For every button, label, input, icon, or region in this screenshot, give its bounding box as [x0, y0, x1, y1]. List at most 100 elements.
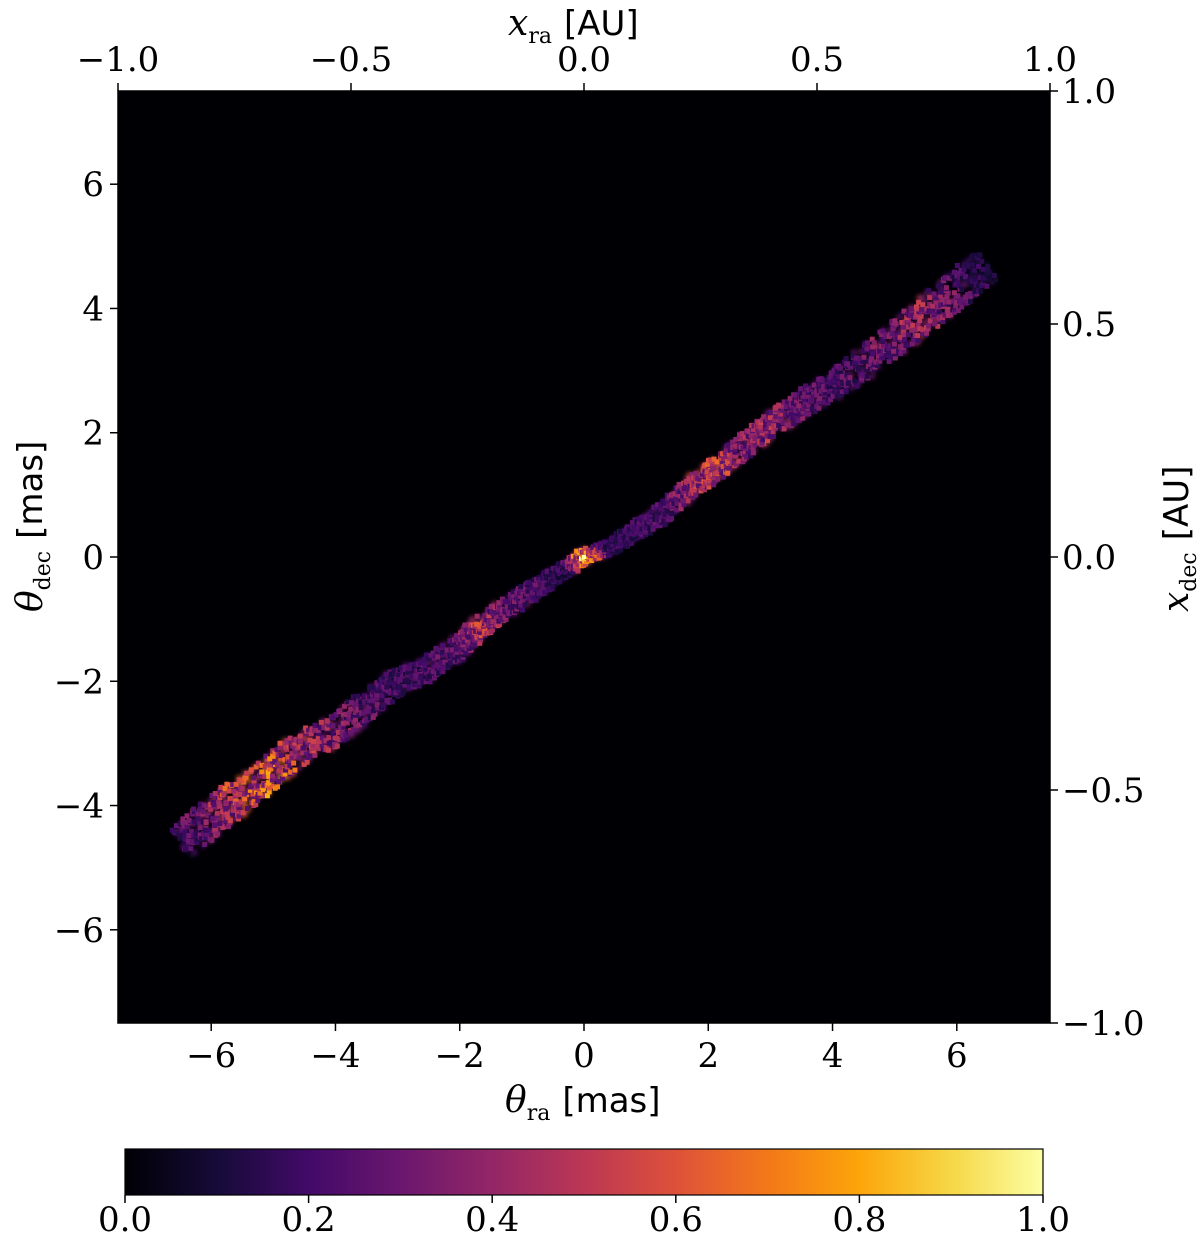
trail-pixel	[889, 331, 895, 337]
trail-pixel	[688, 491, 694, 497]
trail-pixel	[791, 421, 797, 427]
trail-pixel	[974, 255, 980, 261]
trail-pixel	[224, 799, 230, 805]
trail-pixel	[269, 783, 275, 789]
trail-pixel	[955, 278, 961, 284]
trail-pixel	[920, 331, 926, 337]
trail-pixel	[388, 671, 394, 677]
trail-pixel	[311, 738, 317, 744]
trail-pixel	[197, 801, 203, 807]
trail-pixel	[884, 332, 890, 338]
trail-pixel	[301, 745, 307, 751]
trail-pixel	[454, 632, 460, 638]
trail-pixel	[218, 784, 224, 790]
trail-pixel	[797, 417, 803, 423]
trail-pixel	[822, 387, 828, 393]
trail-pixel	[710, 474, 716, 480]
trail-pixel	[551, 565, 557, 571]
trail-pixel	[188, 846, 194, 852]
trail-pixel	[676, 481, 682, 487]
trail-pixel	[188, 828, 194, 834]
trail-pixel	[776, 402, 782, 408]
trail-pixel	[518, 593, 524, 599]
trail-pixel	[809, 406, 815, 412]
trail-pixel	[721, 455, 727, 461]
trail-pixel	[242, 791, 248, 797]
trail-pixel	[759, 440, 765, 446]
trail-pixel	[486, 613, 492, 619]
x-top-label-sub: ra	[528, 24, 552, 49]
trail-pixel	[892, 318, 898, 324]
trail-pixel	[844, 361, 850, 367]
trail-pixel	[460, 631, 466, 637]
trail-pixel	[736, 438, 742, 444]
trail-pixel	[381, 684, 387, 690]
trail-pixel	[230, 807, 236, 813]
trail-pixel	[506, 607, 512, 613]
trail-pixel	[959, 304, 965, 310]
trail-pixel	[814, 388, 820, 394]
trail-pixel	[353, 723, 359, 729]
trail-pixel	[328, 727, 334, 733]
trail-pixel	[374, 702, 380, 708]
trail-pixel	[836, 373, 842, 379]
trail-pixel	[453, 646, 459, 652]
trail-pixel	[278, 755, 284, 761]
trail-pixel	[851, 360, 857, 366]
trail-pixel	[444, 647, 450, 653]
trail-pixel	[361, 710, 367, 716]
trail-pixel	[834, 393, 840, 399]
trail-pixel	[873, 359, 879, 365]
trail-pixel	[226, 824, 232, 830]
trail-pixel	[416, 683, 422, 689]
trail-pixel	[846, 377, 852, 383]
trail-pixel	[263, 753, 269, 759]
trail-pixel	[718, 466, 724, 472]
trail-pixel	[341, 724, 347, 730]
trail-pixel	[826, 384, 832, 390]
trail-pixel	[266, 780, 272, 786]
trail-pixel	[747, 428, 753, 434]
trail-pixel	[291, 760, 297, 766]
trail-pixel	[819, 398, 825, 404]
trail-pixel	[197, 825, 203, 831]
trail-pixel	[200, 809, 206, 815]
trail-pixel	[267, 760, 273, 766]
trail-pixel	[538, 583, 544, 589]
trail-pixel	[192, 849, 198, 855]
trail-pixel	[967, 298, 973, 304]
x-bottom-tick-label: −6	[186, 1036, 236, 1076]
trail-pixel	[631, 524, 637, 530]
trail-pixel	[783, 412, 789, 418]
trail-pixel	[317, 724, 323, 730]
trail-pixel	[832, 389, 838, 395]
trail-pixel	[826, 377, 832, 383]
trail-pixel	[402, 682, 408, 688]
trail-pixel	[744, 428, 750, 434]
trail-pixel	[812, 409, 818, 415]
trail-pixel	[259, 762, 265, 768]
trail-pixel	[431, 655, 437, 661]
trail-pixel	[370, 697, 376, 703]
trail-pixel	[959, 275, 965, 281]
trail-pixel	[470, 616, 476, 622]
trail-pixel	[229, 795, 235, 801]
trail-pixel	[784, 399, 790, 405]
trail-pixel	[783, 404, 789, 410]
trail-pixel	[277, 767, 283, 773]
trail-pixel	[265, 769, 271, 775]
trail-pixel	[594, 552, 600, 558]
trail-pixel	[216, 801, 222, 807]
trail-pixel	[864, 340, 870, 346]
trail-pixel	[689, 487, 695, 493]
trail-pixel	[576, 561, 582, 567]
trail-pixel	[251, 775, 257, 781]
trail-pixel	[270, 773, 276, 779]
trail-pixel	[361, 720, 367, 726]
trail-pixel	[803, 383, 809, 389]
trail-pixel	[247, 793, 253, 799]
trail-pixel	[387, 676, 393, 682]
trail-pixel	[701, 483, 707, 489]
trail-pixel	[221, 791, 227, 797]
trail-pixel	[732, 446, 738, 452]
